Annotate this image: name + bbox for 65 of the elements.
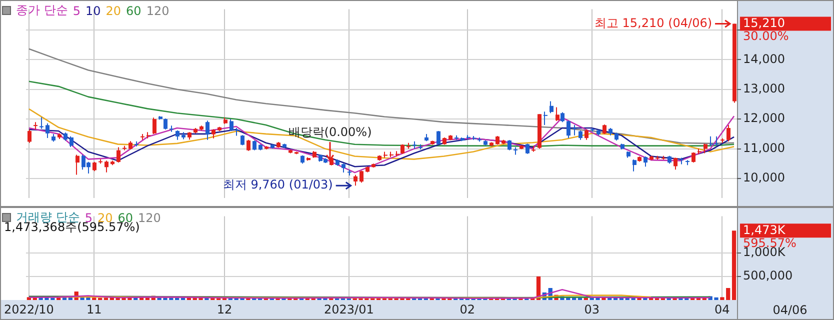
candlestick bbox=[644, 156, 648, 168]
x-tick-label: 03 bbox=[584, 302, 600, 316]
y-tick-label: 500,000 bbox=[743, 268, 793, 283]
candlestick bbox=[726, 124, 730, 142]
text: 1,473K bbox=[743, 222, 786, 237]
text: 04/06 bbox=[772, 303, 808, 318]
text: 120 bbox=[146, 4, 170, 18]
legend-title: 종가 단순 bbox=[16, 2, 68, 19]
candlestick bbox=[560, 112, 564, 123]
candlestick bbox=[578, 130, 582, 140]
x-tick-label: 11 bbox=[86, 302, 102, 316]
candlestick bbox=[176, 130, 180, 140]
annotation: 최저 9,760 (01/03) bbox=[222, 178, 333, 192]
candlestick bbox=[104, 160, 108, 173]
candlestick bbox=[116, 146, 120, 163]
x-tick-label: 2022/10 bbox=[4, 302, 54, 316]
x-tick-label: 04 bbox=[714, 302, 730, 316]
candlestick bbox=[212, 128, 216, 139]
candlestick bbox=[252, 140, 256, 151]
candlestick bbox=[632, 158, 636, 172]
candlestick bbox=[230, 118, 234, 132]
text: 10 bbox=[85, 4, 101, 18]
candlestick bbox=[550, 100, 554, 114]
x-tick-label: 02 bbox=[460, 302, 476, 316]
candlestick bbox=[436, 130, 440, 146]
candlestick bbox=[572, 124, 576, 136]
candlestick bbox=[152, 117, 156, 134]
candlestick bbox=[584, 128, 588, 140]
candlestick bbox=[556, 106, 560, 122]
y-tick-label: 12,000 bbox=[743, 111, 785, 126]
text: 60 bbox=[126, 4, 142, 18]
y-tick-label: 11,000 bbox=[743, 140, 785, 155]
x-tick-label: 12 bbox=[216, 302, 232, 316]
candlestick bbox=[206, 120, 210, 140]
candlestick bbox=[246, 139, 250, 152]
bar bbox=[732, 230, 736, 300]
text: 120 bbox=[138, 210, 161, 224]
candlestick bbox=[76, 154, 80, 176]
x-tick-label: 2023/01 bbox=[324, 302, 374, 316]
candlestick bbox=[704, 143, 708, 154]
annotation: 최고 15,210 (04/06) bbox=[594, 16, 712, 30]
y-tick-label: 14,000 bbox=[743, 52, 785, 66]
candlestick bbox=[164, 118, 168, 130]
text: 5 bbox=[72, 4, 80, 18]
candlestick bbox=[508, 140, 512, 151]
text: 30.00% bbox=[743, 28, 789, 43]
candlestick bbox=[544, 111, 548, 126]
annotation: 1,473,368주(595.57%) bbox=[4, 220, 140, 234]
candlestick bbox=[566, 120, 570, 139]
candlestick bbox=[400, 144, 404, 154]
text: 20 bbox=[106, 4, 122, 18]
candlestick bbox=[40, 116, 44, 130]
candlestick bbox=[674, 157, 678, 170]
y-tick-label: 10,000 bbox=[743, 170, 785, 185]
candlestick bbox=[92, 161, 96, 172]
candlestick bbox=[526, 143, 530, 154]
candlestick bbox=[602, 124, 606, 134]
candlestick bbox=[28, 128, 32, 144]
candlestick bbox=[354, 174, 358, 186]
bar bbox=[62, 297, 67, 300]
text: 15,210 bbox=[743, 16, 785, 30]
candlestick bbox=[46, 122, 50, 139]
y-tick-label: 13,000 bbox=[743, 82, 785, 96]
candlestick bbox=[70, 136, 74, 148]
annotation: 배당락(0.00%) bbox=[288, 125, 372, 140]
